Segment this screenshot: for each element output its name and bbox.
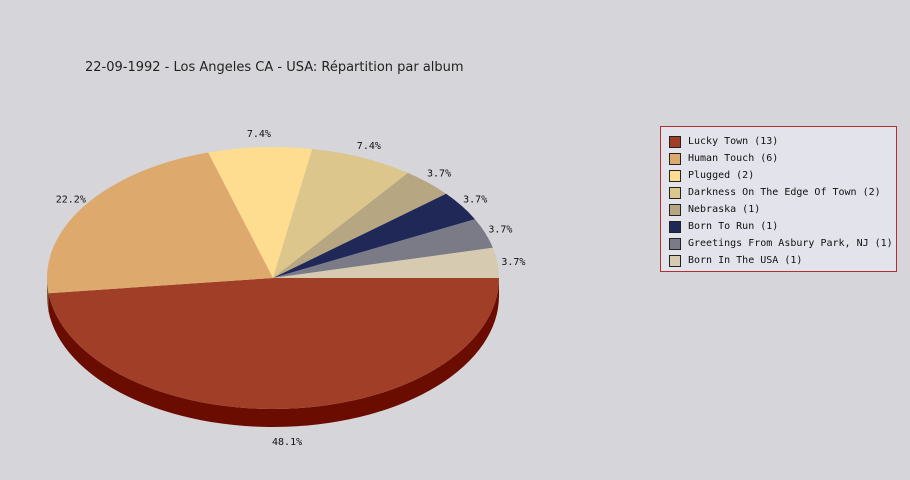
pie-slice-0 xyxy=(48,278,499,410)
pie-side-1 xyxy=(47,278,49,312)
legend: Lucky Town (13) Human Touch (6) Plugged (2… xyxy=(660,126,897,272)
legend-swatch-5 xyxy=(669,220,681,233)
legend-item-2: Plugged (2) xyxy=(669,167,896,184)
legend-swatch-2 xyxy=(669,169,681,182)
legend-item-4: Nebraska (1) xyxy=(669,201,896,218)
pie-percent-label-0: 48.1% xyxy=(272,437,302,448)
pie-slice-5 xyxy=(273,193,475,278)
pie-slice-4 xyxy=(273,172,447,278)
legend-swatch-1 xyxy=(669,152,681,165)
chart-title: 22-09-1992 - Los Angeles CA - USA: Répar… xyxy=(85,60,464,75)
legend-swatch-3 xyxy=(669,186,681,199)
pie-slice-7 xyxy=(273,247,499,278)
legend-label-4: Nebraska (1) xyxy=(688,204,761,215)
pie-depth xyxy=(47,278,499,428)
legend-item-0: Lucky Town (13) xyxy=(669,133,896,150)
pie-slice-6 xyxy=(273,219,493,278)
legend-swatch-4 xyxy=(669,203,681,216)
legend-swatch-6 xyxy=(669,237,681,250)
pie-percent-label-4: 3.7% xyxy=(427,169,451,180)
pie-percent-label-1: 22.2% xyxy=(56,194,86,205)
legend-item-1: Human Touch (6) xyxy=(669,150,896,167)
legend-label-3: Darkness On The Edge Of Town (2) xyxy=(688,187,881,198)
legend-item-5: Born To Run (1) xyxy=(669,218,896,235)
pie-slice-1 xyxy=(47,152,274,294)
legend-label-5: Born To Run (1) xyxy=(688,221,779,232)
legend-item-6: Greetings From Asbury Park, NJ (1) xyxy=(669,235,896,252)
pie-percent-label-3: 7.4% xyxy=(357,141,381,152)
pie-percent-label-2: 7.4% xyxy=(247,129,271,140)
legend-swatch-0 xyxy=(669,135,681,148)
pie-slice-2 xyxy=(208,147,313,278)
legend-label-0: Lucky Town (13) xyxy=(688,136,779,147)
legend-label-2: Plugged (2) xyxy=(688,170,755,181)
legend-label-1: Human Touch (6) xyxy=(688,153,779,164)
pie-percent-label-5: 3.7% xyxy=(463,194,487,205)
legend-swatch-7 xyxy=(669,254,681,267)
pie-percent-label-6: 3.7% xyxy=(488,224,512,235)
legend-item-7: Born In The USA (1) xyxy=(669,252,896,269)
legend-label-6: Greetings From Asbury Park, NJ (1) xyxy=(688,238,893,249)
legend-label-7: Born In The USA (1) xyxy=(688,255,803,266)
legend-item-3: Darkness On The Edge Of Town (2) xyxy=(669,184,896,201)
pie-slice-3 xyxy=(273,148,408,278)
pie-percent-label-7: 3.7% xyxy=(501,257,525,268)
